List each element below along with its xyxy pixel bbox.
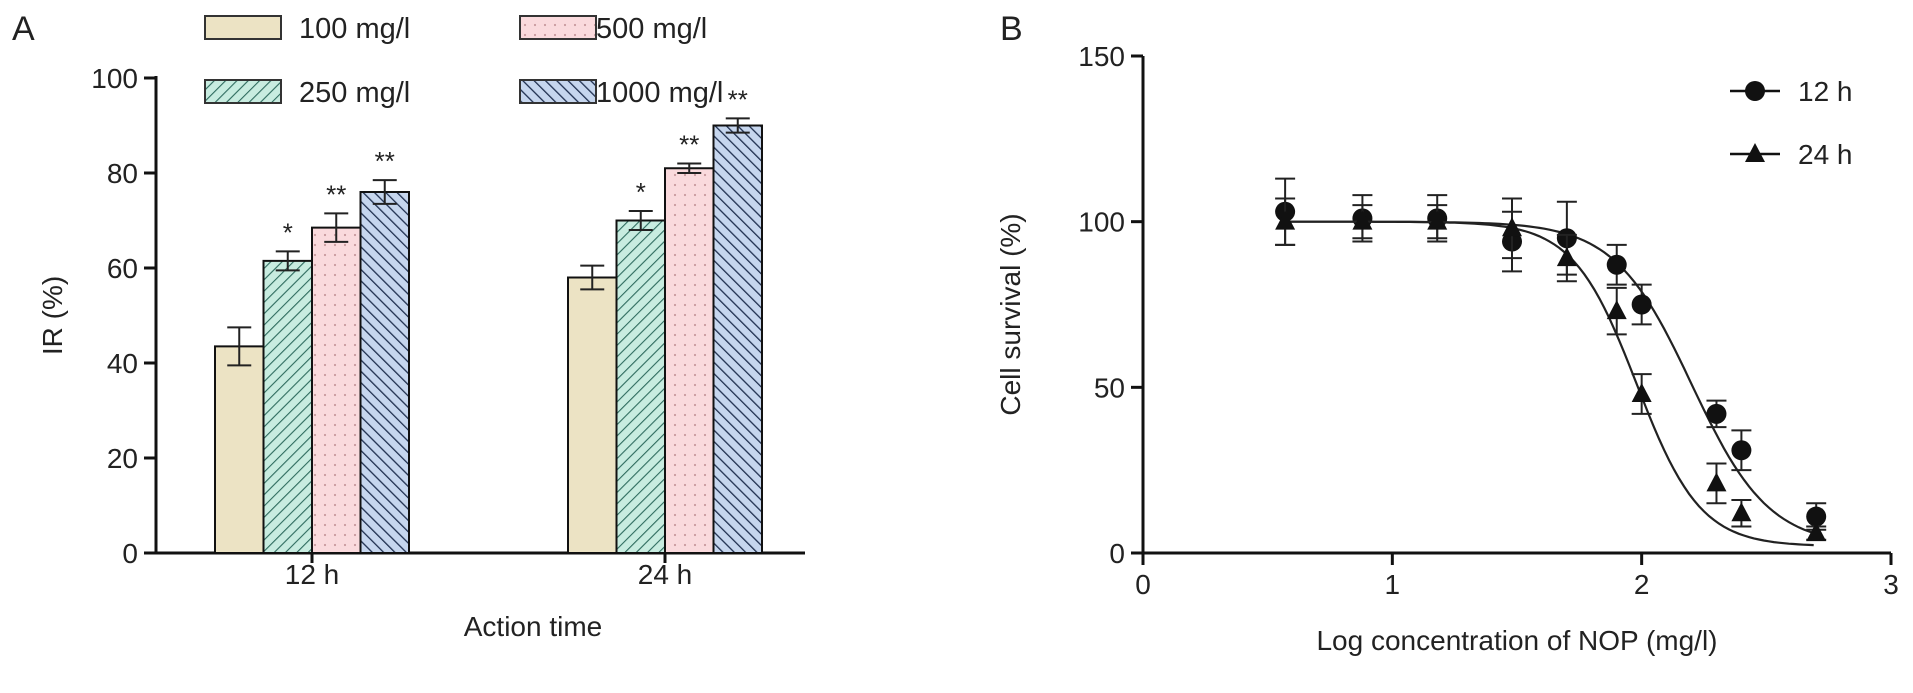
bar <box>712 124 763 554</box>
significance-mark: ** <box>679 130 699 160</box>
panel-label-a: A <box>12 10 35 48</box>
fit-curve-24h <box>1285 220 1814 547</box>
significance-mark: ** <box>728 84 748 114</box>
bar <box>359 191 410 554</box>
data-point-triangle <box>1275 210 1296 230</box>
legend-label: 100 mg/l <box>299 13 410 45</box>
data-point-circle <box>1706 403 1727 424</box>
data-point-circle <box>1731 440 1752 461</box>
x-tick-label: 12 h <box>285 559 340 590</box>
legend-swatch <box>204 79 282 104</box>
bar <box>214 345 265 554</box>
y-tick-label: 100 <box>1078 207 1125 238</box>
data-point-triangle <box>1352 210 1373 230</box>
legend-swatch <box>519 79 597 104</box>
legend-swatch <box>519 15 597 40</box>
x-tick-label: 3 <box>1883 569 1899 600</box>
panel-b-dose-response-chart: B 0 50 100 150 0 1 2 3 Cell survival (%) Log conce… <box>995 10 1899 656</box>
significance-mark: ** <box>326 179 346 209</box>
data-point-triangle <box>1427 210 1448 230</box>
data-point-circle <box>1806 506 1827 527</box>
data-point-triangle <box>1631 382 1652 402</box>
y-axis-label: IR (%) <box>37 276 68 355</box>
legend-marker-circle <box>1745 81 1765 101</box>
legend-label: 12 h <box>1798 76 1853 107</box>
legend-label: 24 h <box>1798 139 1853 170</box>
legend-label: 500 mg/l <box>596 13 707 45</box>
data-point-triangle <box>1606 300 1627 320</box>
y-tick-label: 0 <box>122 538 138 569</box>
bar <box>664 167 715 554</box>
x-tick-label: 1 <box>1385 569 1401 600</box>
panel-label-b: B <box>1000 10 1023 48</box>
data-point-triangle <box>1502 217 1523 237</box>
x-axis-label: Action time <box>464 611 603 642</box>
x-tick-label: 24 h <box>638 559 693 590</box>
data-point-triangle <box>1806 522 1827 542</box>
y-tick-label: 80 <box>107 158 138 189</box>
y-tick-label: 40 <box>107 348 138 379</box>
legend-label: 250 mg/l <box>299 77 410 109</box>
bar <box>615 219 666 554</box>
x-axis-label: Log concentration of NOP (mg/l) <box>1316 625 1717 656</box>
significance-mark: * <box>636 177 646 207</box>
legend-marker-triangle <box>1745 143 1765 162</box>
y-tick-label: 20 <box>107 443 138 474</box>
data-point-triangle <box>1556 247 1577 267</box>
y-tick-label: 50 <box>1094 372 1125 403</box>
significance-mark: * <box>283 217 293 247</box>
x-tick-label: 2 <box>1634 569 1650 600</box>
fit-curve-12h <box>1285 220 1815 535</box>
data-point-triangle <box>1731 502 1752 522</box>
y-tick-label: 150 <box>1078 41 1125 72</box>
y-tick-label: 0 <box>1109 538 1125 569</box>
legend-label: 1000 mg/l <box>596 77 723 109</box>
significance-mark: ** <box>375 146 395 176</box>
data-point-triangle <box>1706 472 1727 492</box>
x-tick-label: 0 <box>1135 569 1151 600</box>
bar <box>567 276 618 554</box>
legend-swatch <box>204 15 282 40</box>
bar <box>311 226 362 554</box>
data-point-circle <box>1606 254 1627 275</box>
y-axis-label: Cell survival (%) <box>995 213 1026 415</box>
y-tick-label: 100 <box>91 63 138 94</box>
data-point-circle <box>1631 294 1652 315</box>
y-tick-label: 60 <box>107 253 138 284</box>
bar <box>262 259 313 554</box>
